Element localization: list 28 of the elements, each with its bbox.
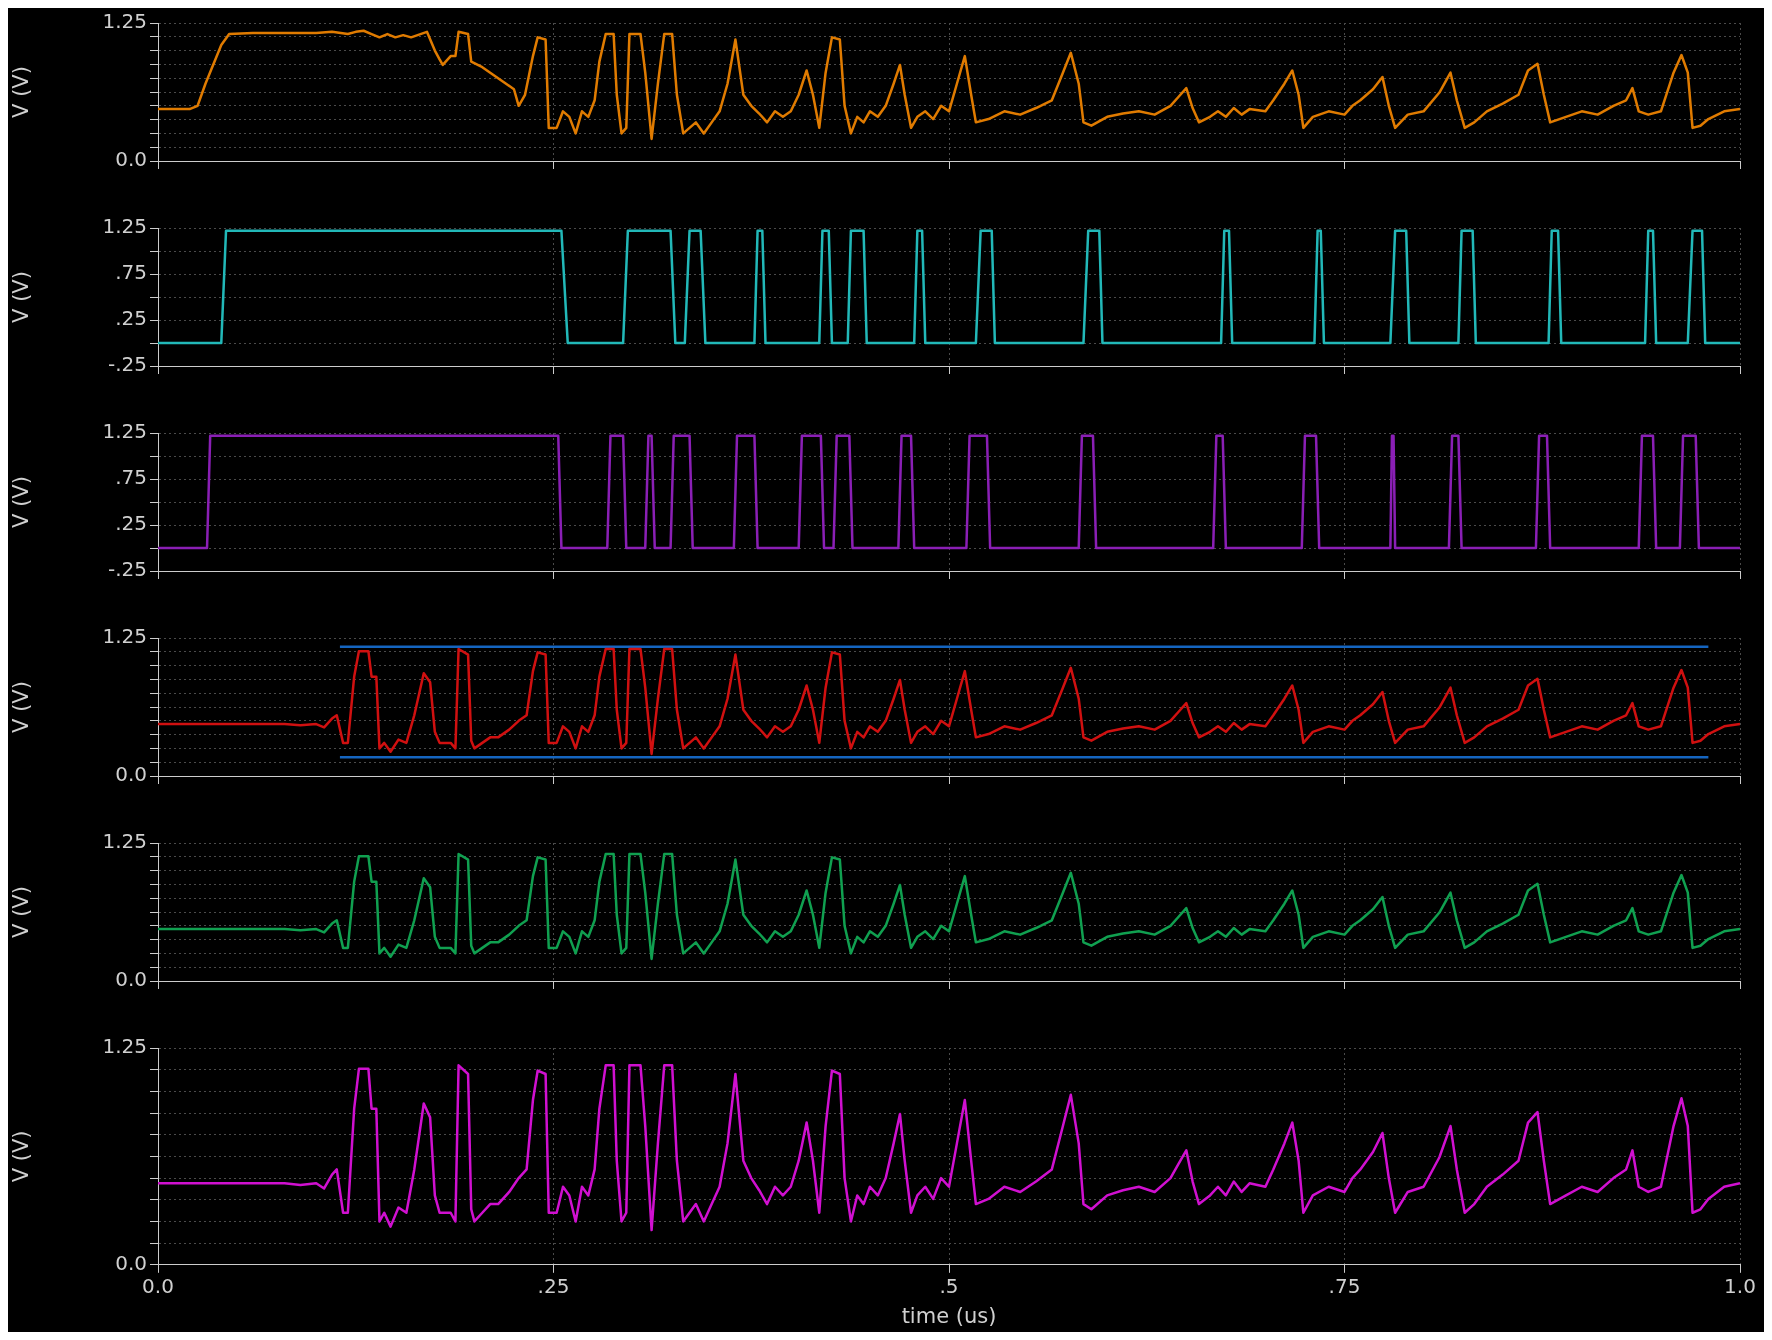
x-tick-label: .75 — [1328, 1274, 1361, 1298]
x-tick-label: .5 — [939, 1274, 959, 1298]
y-tick-label: 0.0 — [115, 1251, 147, 1275]
y-tick-label: -.25 — [107, 557, 147, 582]
y-tick-label: 0.0 — [115, 762, 147, 787]
y-tick-label: 1.25 — [102, 1034, 147, 1059]
y-axis-title: V (V) — [9, 271, 34, 323]
x-tick-label: 1.0 — [1724, 1274, 1756, 1298]
y-axis-title: V (V) — [9, 476, 34, 528]
y-tick-label: 1.25 — [102, 624, 147, 649]
x-tick-label: 0.0 — [142, 1274, 174, 1298]
y-tick-label: 1.25 — [102, 9, 147, 34]
x-axis-title: time (us) — [901, 1303, 997, 1328]
y-tick-label: .75 — [115, 260, 147, 285]
y-tick-label: 1.25 — [102, 829, 147, 854]
y-tick-label: .25 — [115, 511, 147, 536]
y-tick-label: .75 — [115, 465, 147, 490]
y-axis-title: V (V) — [9, 1130, 34, 1183]
y-axis-title: V (V) — [9, 681, 34, 733]
y-tick-label: 0.0 — [115, 967, 147, 992]
y-tick-label: 1.25 — [102, 419, 147, 444]
y-axis-title: V (V) — [9, 66, 34, 118]
y-tick-label: .25 — [115, 306, 147, 331]
y-tick-label: 0.0 — [115, 147, 147, 172]
x-tick-label: .25 — [537, 1274, 570, 1298]
y-axis-title: V (V) — [9, 886, 34, 938]
y-tick-label: 1.25 — [102, 214, 147, 239]
y-tick-label: -.25 — [107, 352, 147, 377]
